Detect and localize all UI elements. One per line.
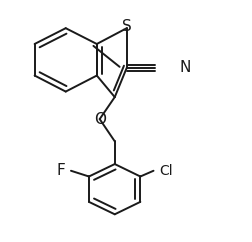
Text: S: S bbox=[122, 20, 132, 35]
Text: O: O bbox=[94, 112, 106, 127]
Text: F: F bbox=[56, 163, 65, 178]
Text: N: N bbox=[180, 60, 191, 76]
Text: Cl: Cl bbox=[160, 164, 173, 178]
